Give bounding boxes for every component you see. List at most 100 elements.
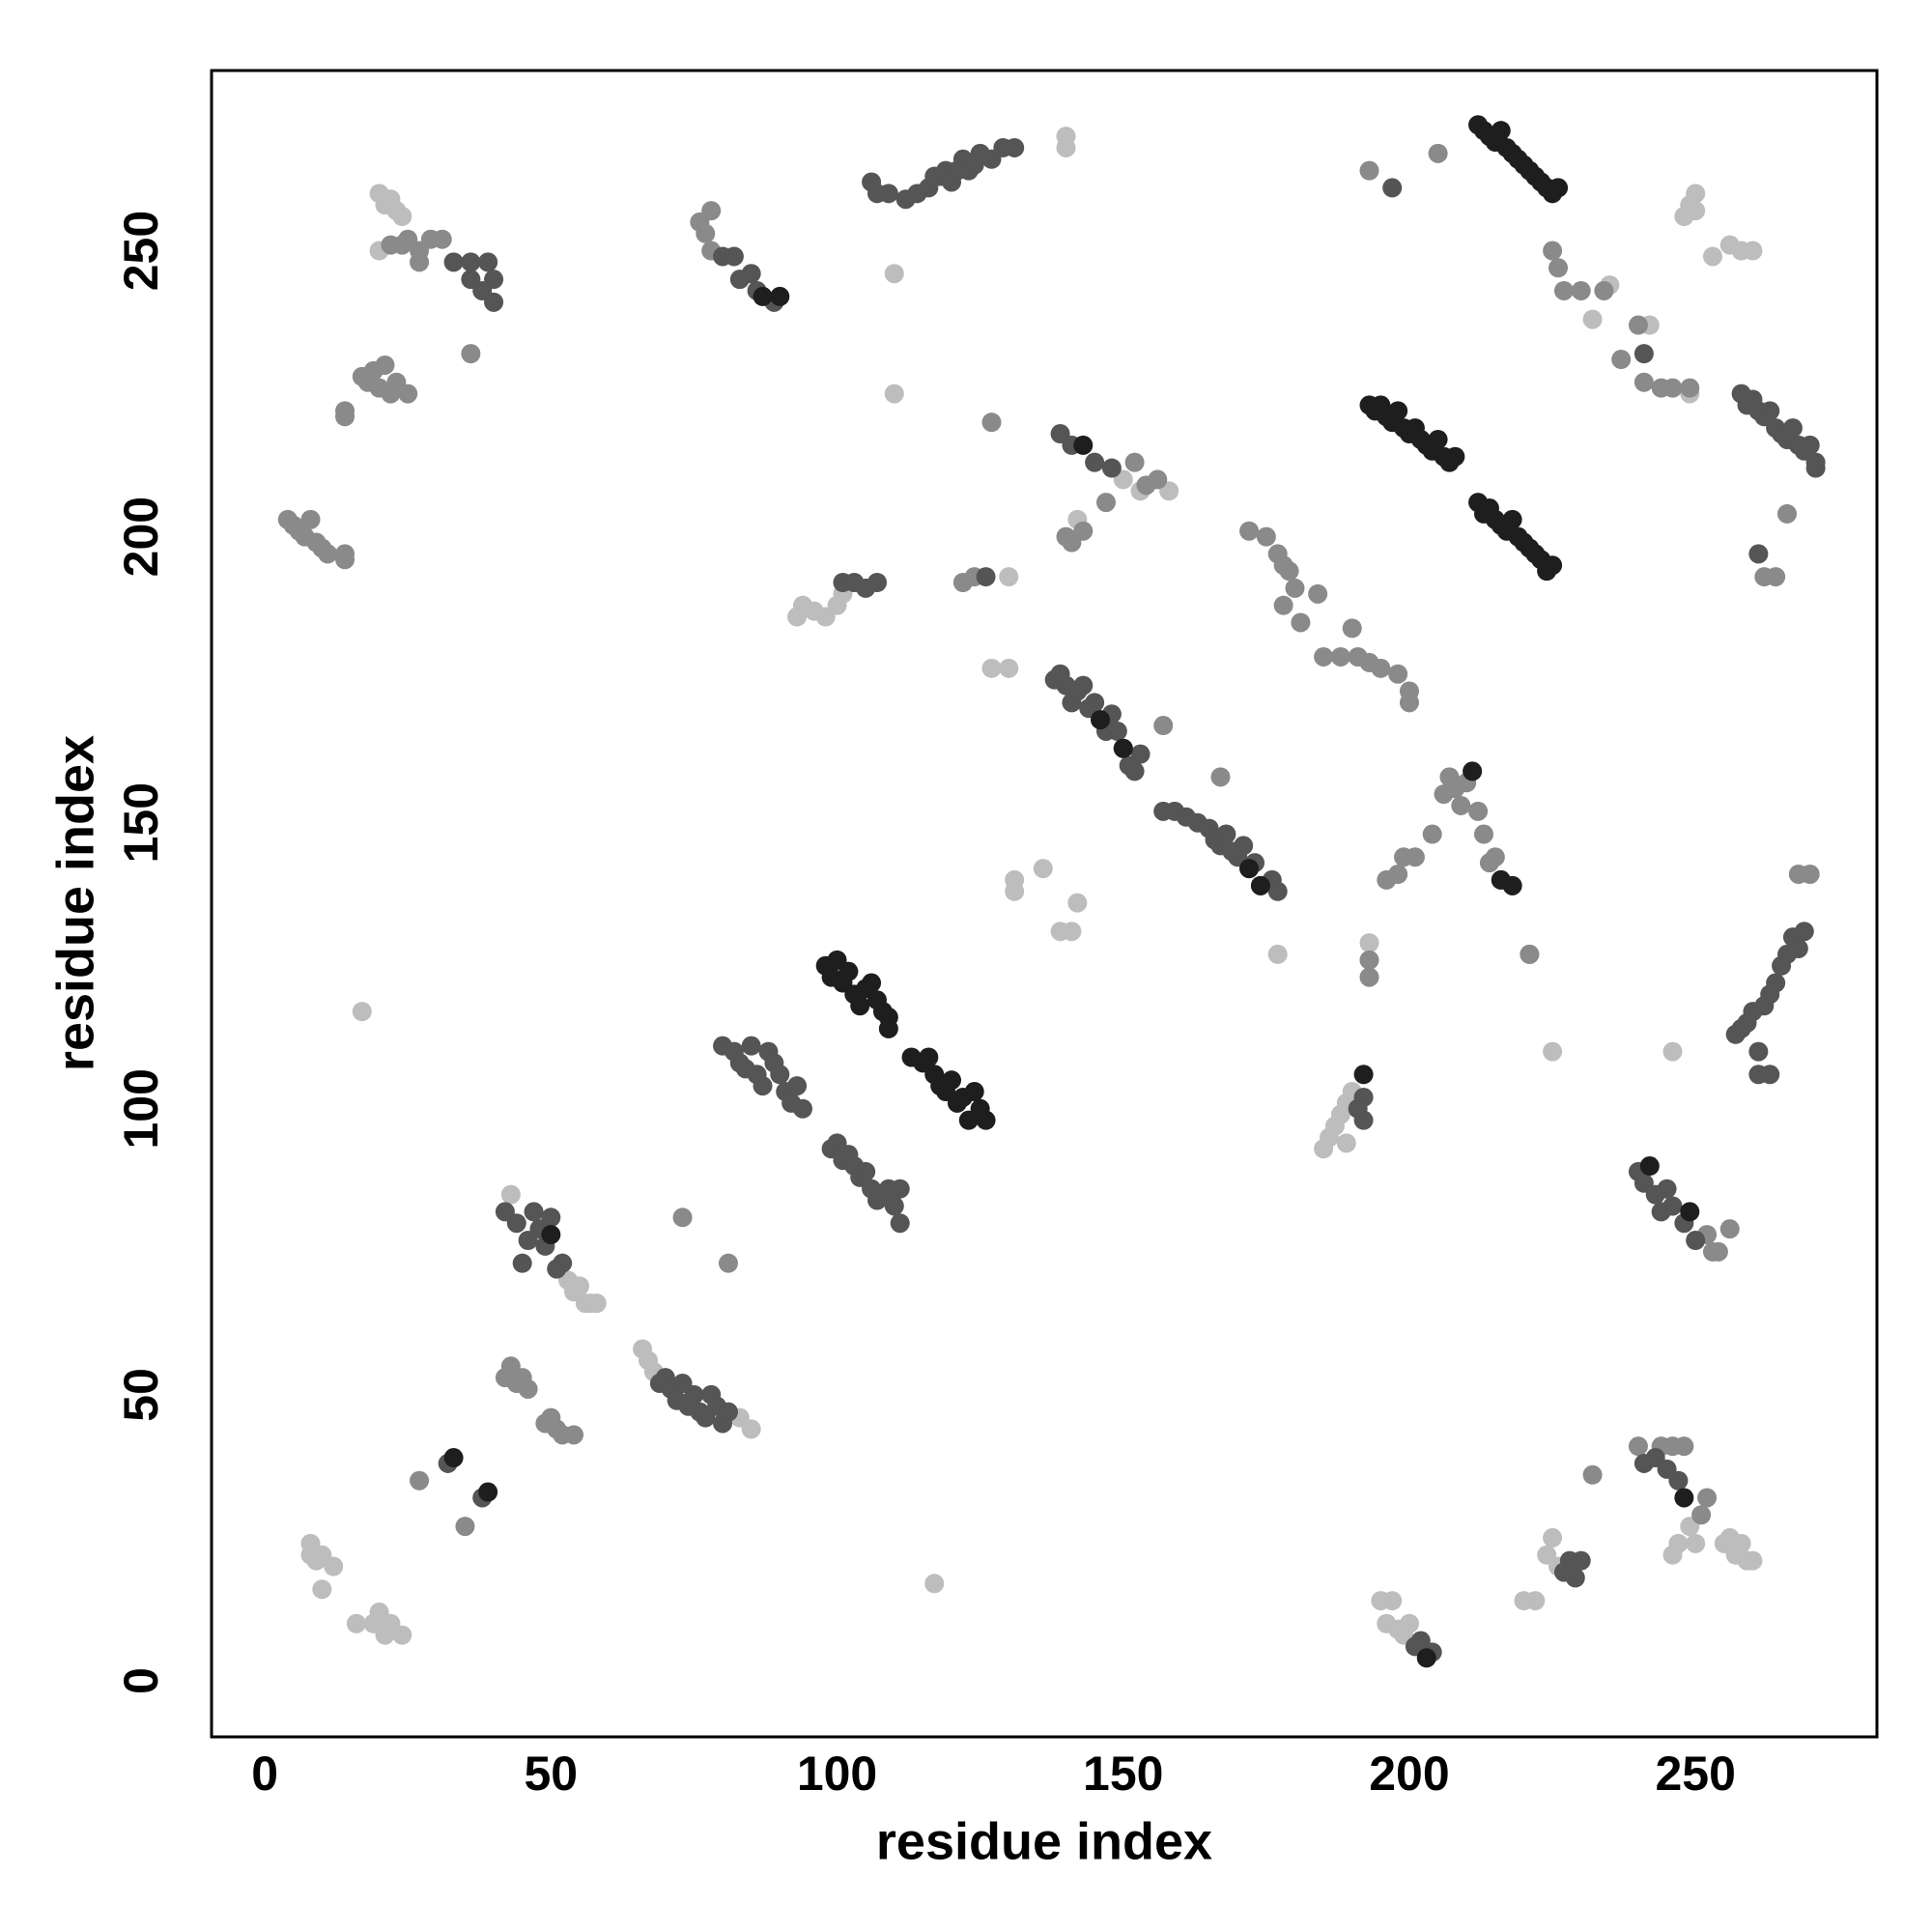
point [976,1110,996,1130]
point [1702,1241,1722,1262]
point [1668,1533,1689,1553]
point [1348,1098,1368,1119]
point [346,1613,366,1634]
point [1033,859,1053,879]
plot-frame [210,69,1879,1739]
point [443,252,464,272]
point [352,1002,372,1022]
point [1388,865,1408,885]
point [1582,309,1603,329]
point [976,567,996,587]
point [1800,865,1820,885]
point [1234,836,1254,856]
point [1766,567,1786,587]
point [1702,246,1722,267]
y-axis-title: residue index [46,735,104,1071]
point [1776,503,1797,524]
point [1101,458,1122,478]
point [1657,1179,1677,1199]
point [1794,922,1814,942]
point [1279,561,1299,582]
point [1697,1488,1718,1508]
point [443,1448,464,1468]
point [1571,280,1591,300]
point [1543,555,1563,576]
point [553,1253,573,1273]
point [1628,315,1648,335]
point [312,1579,332,1600]
point [1314,646,1334,667]
point [1548,258,1569,278]
point [432,229,452,249]
point [1250,875,1270,895]
point [455,1517,475,1537]
point [718,1253,738,1273]
point [942,1070,962,1091]
point [1760,1065,1780,1085]
point [1416,1648,1436,1668]
point [324,1556,344,1577]
point [1353,1065,1374,1085]
point [564,1425,584,1445]
point [1639,1156,1660,1177]
point [1422,824,1442,844]
point [518,1378,538,1399]
point [1748,1041,1769,1062]
point [753,286,773,306]
point [1760,401,1780,421]
point [884,1196,904,1216]
point [919,1047,939,1067]
point [890,1179,910,1199]
point [684,1384,704,1405]
point [569,1276,589,1296]
point [1359,160,1379,181]
point [1634,344,1654,364]
point [701,201,722,221]
point [1239,521,1260,541]
point [1686,1230,1706,1250]
point [1491,869,1511,890]
point [1216,824,1236,844]
point [1210,767,1231,787]
x-tick-label: 250 [1655,1747,1735,1801]
point [1336,1133,1356,1153]
point [1662,1041,1683,1062]
point [1582,1464,1603,1485]
point [512,1253,532,1273]
point [1680,1202,1700,1222]
point [541,1225,561,1245]
point [1428,429,1448,449]
point [1743,1550,1763,1571]
point [878,1018,898,1038]
point [1491,121,1511,141]
point [1743,241,1763,261]
point [867,572,888,592]
point [1463,761,1483,781]
x-tick-label: 100 [797,1747,877,1801]
y-tick-label: 250 [114,211,168,291]
point [753,1076,773,1096]
point [1428,143,1448,163]
point [1091,710,1111,730]
point [1153,716,1174,736]
point [410,1470,430,1491]
point [484,292,504,312]
point [1267,944,1288,964]
point [1686,201,1706,221]
point [878,184,898,204]
point [884,264,904,284]
point [500,1184,521,1205]
point [741,1036,761,1056]
point [1073,435,1094,455]
point [1680,378,1700,398]
point [1719,1219,1740,1239]
point [999,567,1019,587]
point [1130,744,1151,764]
point [856,1161,876,1181]
point [1485,847,1505,867]
point [461,252,481,272]
point [1062,922,1082,942]
point [924,1574,945,1594]
point [1399,1613,1419,1634]
